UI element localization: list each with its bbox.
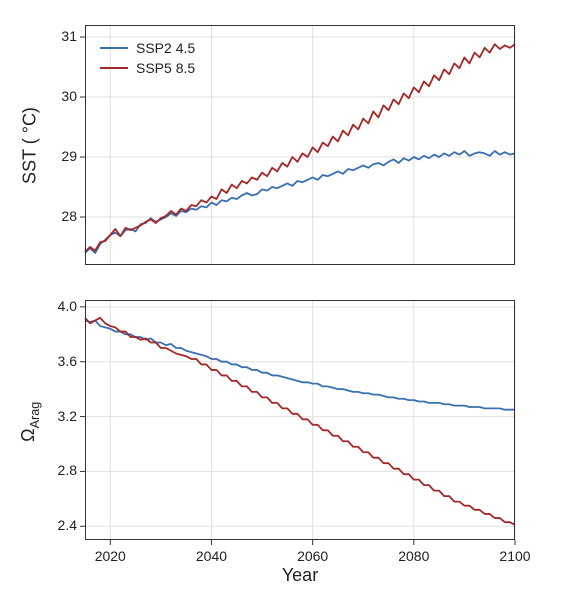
legend-swatch bbox=[100, 67, 128, 69]
ylabel-top: SST ( °C) bbox=[20, 106, 41, 186]
ylabel-bottom: ΩArag bbox=[18, 382, 42, 462]
legend-item: SSP5 8.5 bbox=[100, 58, 195, 78]
series-ssp2-4.5 bbox=[85, 321, 515, 410]
series-ssp5-8.5 bbox=[85, 318, 515, 525]
legend-label: SSP5 8.5 bbox=[136, 60, 195, 76]
ytick-label: 3.6 bbox=[58, 353, 77, 369]
legend: SSP2 4.5 SSP5 8.5 bbox=[100, 38, 195, 78]
xlabel: Year bbox=[85, 565, 515, 586]
legend-swatch bbox=[100, 47, 128, 49]
xtick-label: 2020 bbox=[90, 548, 130, 564]
xtick-label: 2100 bbox=[495, 548, 535, 564]
ytick-label: 29 bbox=[61, 148, 77, 164]
chart-omega-arag bbox=[85, 300, 515, 540]
xtick-label: 2060 bbox=[293, 548, 333, 564]
ytick-label: 3.2 bbox=[58, 408, 77, 424]
legend-item: SSP2 4.5 bbox=[100, 38, 195, 58]
panel-omega-arag bbox=[85, 300, 515, 540]
series-ssp2-4.5 bbox=[85, 151, 515, 253]
ytick-label: 30 bbox=[61, 88, 77, 104]
ytick-label: 4.0 bbox=[58, 298, 77, 314]
legend-label: SSP2 4.5 bbox=[136, 40, 195, 56]
ytick-label: 2.4 bbox=[58, 517, 77, 533]
xtick-label: 2040 bbox=[191, 548, 231, 564]
ytick-label: 28 bbox=[61, 208, 77, 224]
figure: SST ( °C) ΩArag Year SSP2 4.5 SSP5 8.5 28… bbox=[0, 0, 562, 602]
ytick-label: 31 bbox=[61, 28, 77, 44]
xtick-label: 2080 bbox=[394, 548, 434, 564]
ytick-label: 2.8 bbox=[58, 462, 77, 478]
